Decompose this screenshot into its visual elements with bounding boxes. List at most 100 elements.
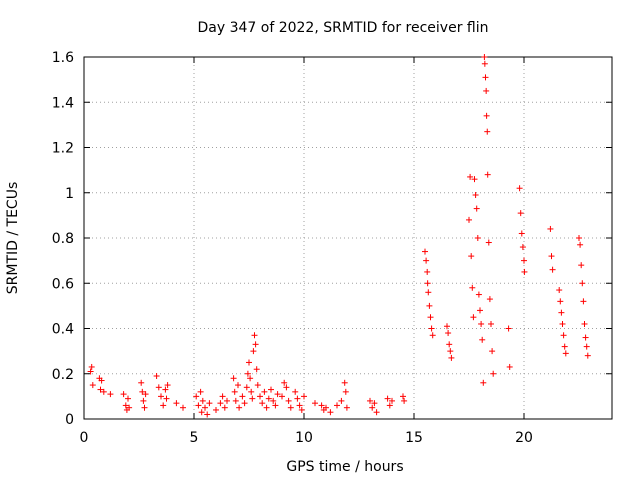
data-point [485,239,492,246]
data-point [100,388,107,395]
data-point [444,323,450,330]
data-point [517,210,524,217]
data-point [122,402,129,409]
data-point [425,289,432,296]
data-point [424,268,431,275]
data-point [327,409,334,416]
data-point [384,395,391,402]
data-point [422,248,428,255]
data-point [250,348,257,355]
data-point [274,391,281,398]
data-point [155,384,162,391]
data-point [142,391,149,398]
data-point [279,393,285,400]
plot-frame [83,56,613,420]
data-point [583,343,590,350]
data-point [243,384,250,391]
data-point [373,409,380,416]
data-point [470,314,477,321]
data-point [197,388,204,395]
data-point [312,400,318,407]
data-point [287,404,294,411]
data-point [489,348,496,355]
data-point [367,397,373,404]
data-point [253,366,260,373]
data-point [158,393,164,400]
data-point [483,87,490,94]
data-point [252,341,259,348]
data-point [518,230,525,237]
y-tick-label: 1 [65,186,74,202]
data-point [558,309,565,316]
data-point [342,388,349,395]
data-point [248,388,255,395]
data-point [466,216,472,223]
data-point [562,350,569,357]
data-point [126,404,133,411]
data-point [490,370,497,377]
data-point [578,262,585,269]
data-point [482,74,489,81]
data-point [230,375,237,382]
y-tick-label: 0.6 [52,276,74,292]
data-point [576,235,582,241]
data-point [261,388,268,395]
data-point [516,185,523,192]
data-point [475,291,482,298]
data-point [257,393,263,400]
data-point [478,320,485,327]
data-point [483,112,490,119]
data-point [472,192,479,199]
grid [83,56,612,420]
data-point [285,397,292,404]
data-point [97,386,104,393]
data-point [224,397,230,404]
data-point [579,280,586,287]
data-point [247,375,254,382]
data-point [195,402,202,409]
data-point [268,386,274,393]
data-point [469,284,476,291]
y-tick-label: 0.2 [52,367,74,383]
data-point [473,205,480,212]
y-tick-label: 1.6 [52,50,74,66]
data-point [477,307,483,314]
data-point [236,404,243,411]
data-point [164,382,171,389]
data-point [580,298,587,305]
data-point [162,386,169,393]
x-tick-label: 0 [80,430,89,446]
data-point [423,257,430,264]
data-point [138,379,145,386]
data-point [139,388,146,395]
data-point [88,363,95,370]
data-point [468,253,475,260]
data-point [427,314,434,321]
data-point [445,330,452,337]
data-point [173,400,180,407]
data-point [254,382,261,389]
data-point [581,320,588,327]
data-point [163,395,170,402]
data-point [221,404,228,411]
data-point [296,402,303,409]
data-point [244,370,251,377]
data-point [424,280,431,287]
data-point [204,411,211,418]
data-point [559,320,566,327]
data-point [446,341,453,348]
data-point [120,391,127,398]
data-point [199,397,206,404]
data-point [389,397,395,404]
data-point [577,241,584,248]
data-point [584,352,591,359]
data-point [232,397,239,404]
data-point [263,404,270,411]
data-point [160,402,167,409]
data-point [474,235,481,241]
data-point [506,363,513,370]
data-point [484,128,491,135]
data-point [561,343,568,350]
data-point [89,382,96,389]
